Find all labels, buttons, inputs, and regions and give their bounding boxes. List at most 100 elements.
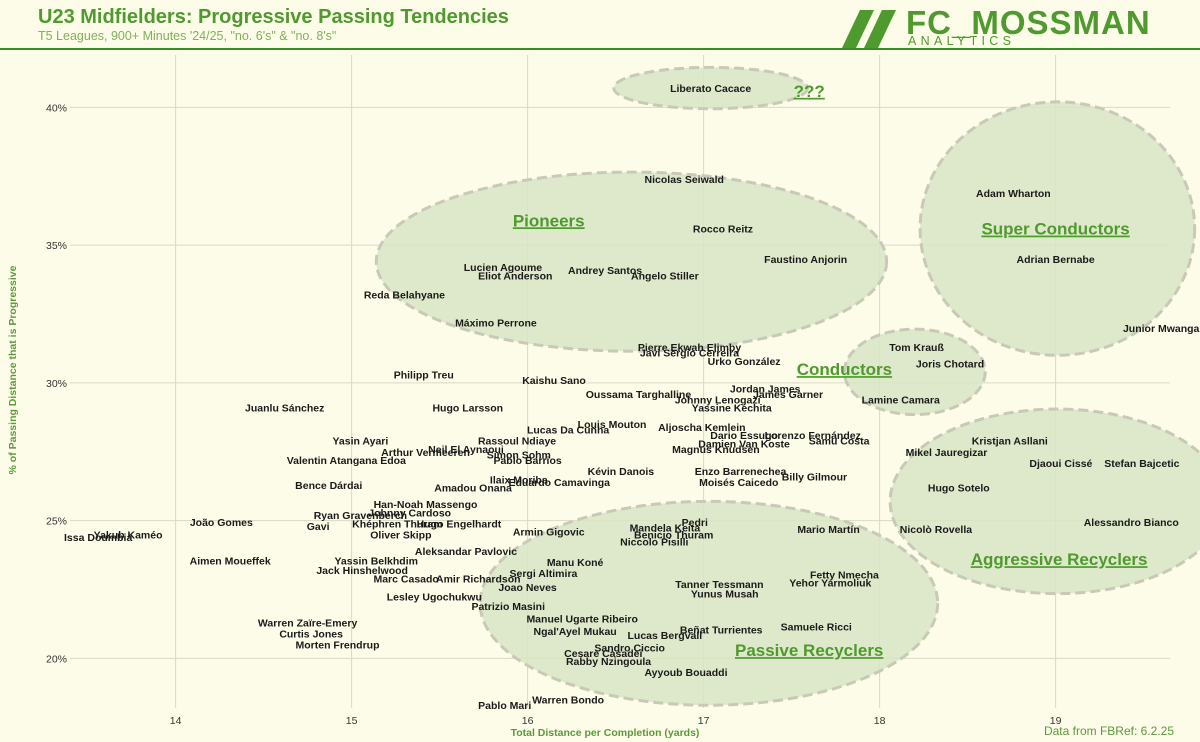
chart-title: U23 Midfielders: Progressive Passing Ten… — [38, 6, 509, 28]
player-label: Rassoul Ndiaye — [478, 436, 556, 448]
player-label: Oliver Skipp — [370, 529, 431, 541]
cluster-ellipse — [918, 100, 1197, 357]
player-label: Pierre Ekwah Elimby — [638, 342, 741, 354]
player-label: Joris Chotard — [916, 359, 984, 371]
player-label: Hugo Engelhardt — [417, 518, 502, 530]
cluster-ellipse — [842, 327, 987, 417]
player-label: Han-Noah Massengo — [374, 499, 478, 511]
player-label: João Gomes — [190, 517, 253, 529]
cluster-ellipse — [478, 499, 940, 707]
player-label: Junior Mwanga — [1123, 323, 1200, 335]
x-tick-label: 17 — [698, 715, 710, 727]
player-label: Curtis Jones — [279, 629, 343, 641]
player-label: Lamine Camara — [862, 394, 940, 406]
player-label: Warren Zaïre-Emery — [258, 618, 358, 630]
player-label: Benicio Thuram — [634, 529, 713, 541]
player-label: Adam Wharton — [976, 188, 1051, 200]
chart-subtitle: T5 Leagues, 900+ Minutes '24/25, "no. 6'… — [38, 29, 337, 43]
player-label: Neil El Aynaoui — [428, 444, 504, 456]
player-label: Joao Neves — [498, 582, 557, 594]
player-label: Lorenzo Fernández — [765, 430, 861, 442]
player-label: Dario Essugo — [710, 430, 778, 442]
player-label: Reda Belahyane — [364, 290, 445, 302]
brand-logo: FC_MOSSMAN ANALYTICS — [840, 4, 1150, 52]
player-label: Pedri — [682, 517, 708, 529]
player-label: Oussama Targhalline — [586, 389, 692, 401]
player-label: Faustino Anjorin — [764, 254, 847, 266]
player-label: Johnny Cardoso — [368, 507, 451, 519]
player-label: Marc Casado — [373, 574, 438, 586]
player-label: Tom Krauß — [889, 342, 944, 354]
cluster-label: Conductors — [797, 360, 892, 379]
player-label: Pablo Barrios — [493, 455, 561, 467]
player-label: Adrian Bernabe — [1017, 254, 1095, 266]
player-label: Issa Doumbia — [64, 532, 132, 544]
player-label: Ryan Gravenberch — [314, 510, 407, 522]
player-label: Javi Sergio Cerreira — [640, 348, 739, 360]
player-label: Yakub Kaméo — [94, 529, 163, 541]
y-tick-label: 35% — [46, 240, 67, 252]
cluster-ellipses — [374, 65, 1200, 707]
axis-ticks: 14 15 16 17 18 19 20% 25% 30% 35% 40% — [46, 102, 1062, 727]
player-label: Kaishu Sano — [522, 375, 586, 387]
brand-name: FC_MOSSMAN — [906, 4, 1151, 41]
cluster-label: Aggressive Recyclers — [971, 550, 1148, 569]
player-label: Ngal'Ayel Mukau — [534, 626, 617, 638]
y-axis-label: % of Passing Distance that is Progressiv… — [7, 265, 19, 474]
player-label: Máximo Perrone — [455, 317, 537, 329]
y-tick-label: 30% — [46, 378, 67, 390]
player-label: Bence Dárdai — [295, 480, 362, 492]
y-tick-label: 25% — [46, 516, 67, 528]
player-label: Morten Frendrup — [296, 640, 380, 652]
cluster-label: Super Conductors — [981, 220, 1129, 239]
cluster-ellipse — [888, 407, 1200, 596]
x-tick-label: 16 — [522, 715, 534, 727]
player-label: Simon Sohm — [487, 450, 551, 462]
player-label: Kristjan Asllani — [972, 436, 1048, 448]
player-label: Lucas Bergvall — [628, 630, 703, 642]
player-label: Sandro Ciccio — [594, 642, 665, 654]
player-label: Stefan Bajcetic — [1104, 458, 1179, 470]
player-label: Juanlu Sánchez — [245, 403, 324, 415]
brand-mark-icon — [842, 10, 896, 48]
player-label: Aljoscha Kemlein — [658, 422, 746, 434]
player-label: Mikel Jauregizar — [906, 447, 988, 459]
player-label: Manuel Ugarte Ribeiro — [526, 613, 637, 625]
player-label: Gavi — [307, 521, 330, 533]
player-label: Samuele Ricci — [781, 622, 852, 634]
player-label: Philipp Treu — [394, 370, 454, 382]
x-axis-label: Total Distance per Completion (yards) — [511, 727, 700, 739]
player-label: Lesley Ugochukwu — [387, 591, 482, 603]
player-label: Eduardo Camavinga — [509, 477, 611, 489]
player-label: Beñat Turrientes — [680, 624, 763, 636]
player-label: Yasin Ayari — [332, 436, 388, 448]
player-label: Lucien Agoume — [464, 262, 543, 274]
data-labels: Liberato Cacace Nicolas Seiwald Rocco Reit… — [64, 83, 1200, 712]
cluster-label: ??? — [794, 82, 825, 101]
player-label: Liberato Cacace — [670, 83, 751, 95]
player-label: Valentin Atangana Edoa — [287, 455, 406, 467]
player-label: Aimen Moueffek — [190, 556, 271, 568]
player-label: Samu Costa — [809, 436, 870, 448]
data-source: Data from FBRef: 6.2.25 — [1043, 724, 1174, 738]
player-label: Rabby Nzingoula — [566, 656, 651, 668]
player-label: Alessandro Bianco — [1084, 517, 1179, 529]
player-label: Kévin Danois — [588, 466, 655, 478]
player-label: James Garner — [753, 389, 823, 401]
player-label: Mario Martín — [797, 524, 859, 536]
cluster-label: Pioneers — [513, 211, 585, 230]
y-tick-label: 20% — [46, 653, 67, 665]
y-tick-label: 40% — [46, 102, 67, 114]
player-label: Enzo Barrenechea — [695, 466, 787, 478]
player-label: Yunus Musah — [691, 589, 759, 601]
player-label: Yehor Yarmoliuk — [789, 578, 871, 590]
player-label: Nicolas Seiwald — [645, 174, 724, 186]
player-label: Angelo Stiller — [631, 270, 699, 282]
player-label: Andrey Santos — [568, 265, 642, 277]
player-label: Nicolò Rovella — [900, 524, 973, 536]
player-label: Rocco Reitz — [693, 224, 753, 236]
player-label: Louis Mouton — [578, 419, 647, 431]
cluster-labels: ??? Pioneers Super Conductors Conductors Agg… — [513, 82, 1148, 660]
player-label: Niccolo Pisilli — [620, 536, 688, 548]
